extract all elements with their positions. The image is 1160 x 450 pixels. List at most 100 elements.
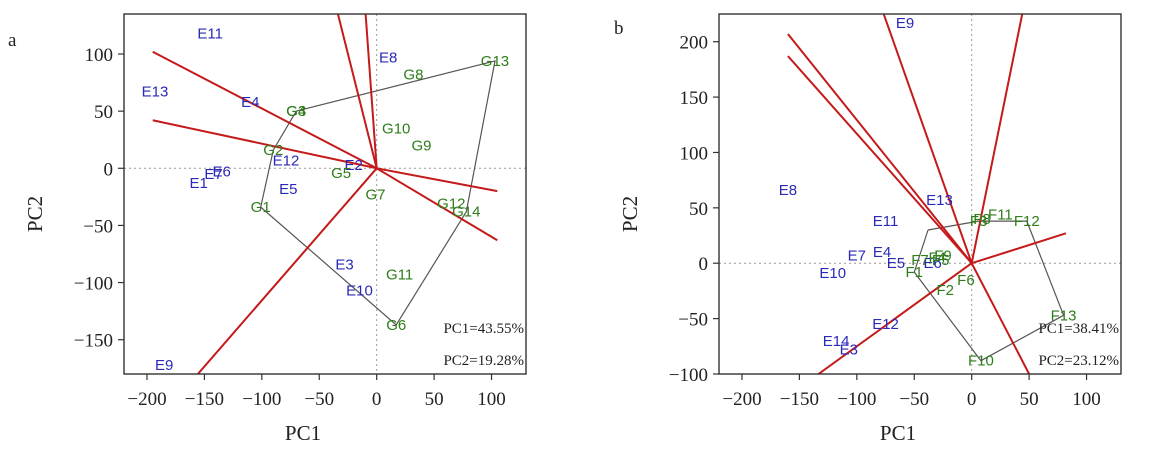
loading-vector	[152, 119, 377, 170]
loading-vector	[196, 167, 378, 374]
point-label: G10	[382, 120, 410, 137]
variance-stat: PC1=38.41%	[1038, 321, 1119, 337]
point-label: E10	[346, 283, 373, 300]
x-tick-label: −150	[780, 389, 819, 410]
y-tick-label: 150	[680, 88, 709, 109]
y-tick-label: −50	[83, 216, 113, 237]
point-label: G12	[437, 196, 465, 213]
point-label: E5	[279, 181, 297, 198]
point-label: E8	[379, 49, 397, 66]
point-label: G11	[386, 267, 413, 284]
point-label: E12	[273, 152, 300, 169]
x-tick-label: 100	[1072, 389, 1101, 410]
x-tick-label: −50	[304, 389, 334, 410]
panel-letter: b	[614, 18, 624, 39]
point-label: G14	[452, 204, 480, 221]
point-label: G1	[251, 199, 271, 216]
point-label: G8	[403, 67, 423, 84]
x-tick-label: −100	[242, 389, 281, 410]
x-axis-label: PC1	[285, 421, 321, 445]
point-label: F12	[1014, 213, 1040, 230]
point-label: G4	[286, 103, 306, 120]
loading-vector	[376, 167, 498, 242]
loading-vector	[787, 55, 973, 264]
point-label: G3	[286, 103, 306, 120]
y-axis-label: PC2	[618, 196, 642, 232]
point-label: E7	[848, 247, 866, 264]
point-label: G6	[386, 317, 406, 334]
y-tick-label: −100	[669, 365, 708, 386]
point-label: F4	[928, 250, 946, 267]
point-label: E6	[923, 255, 941, 272]
point-label: E6	[212, 164, 230, 181]
point-label: E13	[926, 192, 953, 209]
point-label: G13	[481, 53, 509, 70]
x-tick-label: −200	[722, 389, 761, 410]
point-label: E4	[241, 94, 259, 111]
loading-vector	[971, 232, 1067, 265]
y-tick-label: −50	[678, 310, 708, 331]
y-tick-label: 0	[699, 254, 709, 275]
x-tick-label: −200	[127, 389, 166, 410]
point-label: E1	[189, 175, 207, 192]
y-tick-label: 100	[680, 143, 709, 164]
point-label: G7	[366, 187, 386, 204]
point-label: F5	[932, 252, 950, 269]
point-label: E2	[345, 157, 363, 174]
point-label: E9	[896, 15, 914, 32]
point-label: G9	[411, 137, 431, 154]
point-label: E3	[335, 256, 353, 273]
x-axis-label: PC1	[880, 421, 916, 445]
point-label: F1	[905, 264, 923, 281]
loading-vector	[882, 14, 973, 264]
x-tick-label: 0	[967, 389, 977, 410]
point-label: F11	[988, 206, 1013, 223]
variance-stat: PC2=23.12%	[1038, 353, 1119, 369]
point-label: F9	[934, 247, 952, 264]
y-tick-label: 100	[85, 45, 114, 66]
point-label: E11	[873, 213, 899, 230]
loading-vector	[970, 14, 1024, 264]
point-label: G2	[263, 142, 283, 159]
point-label: E4	[873, 244, 891, 261]
point-label: E9	[155, 357, 173, 374]
loading-vector	[970, 262, 1031, 374]
point-label: F10	[968, 353, 994, 370]
loading-vector	[152, 50, 378, 170]
point-label: E8	[779, 182, 797, 199]
point-label: F3	[970, 213, 988, 230]
y-tick-label: 50	[689, 199, 708, 220]
point-label: E14	[823, 333, 850, 350]
x-tick-label: 100	[477, 389, 506, 410]
point-label: E5	[887, 255, 905, 272]
point-label: E3	[840, 342, 858, 359]
y-axis-label: PC2	[23, 196, 47, 232]
y-tick-label: 0	[104, 159, 114, 180]
loading-vector	[376, 167, 498, 193]
loading-vector	[364, 14, 378, 169]
point-label: E10	[819, 265, 846, 282]
y-tick-label: 200	[680, 33, 709, 54]
point-label: F2	[937, 282, 955, 299]
point-label: F8	[973, 211, 991, 228]
y-tick-label: −100	[74, 274, 113, 295]
panel-letter: a	[8, 30, 17, 51]
x-tick-label: −50	[899, 389, 929, 410]
group-hull	[913, 220, 1065, 362]
variance-stat: PC1=43.55%	[443, 321, 524, 337]
loading-vector	[816, 262, 973, 374]
point-label: F13	[1051, 307, 1077, 324]
y-tick-label: −150	[74, 331, 113, 352]
plot-frame	[718, 13, 1122, 375]
group-hull	[260, 60, 496, 326]
point-label: G5	[331, 165, 351, 182]
point-label: E12	[872, 316, 899, 333]
plot-frame	[123, 13, 527, 375]
point-label: F7	[911, 252, 929, 269]
x-tick-label: 50	[1020, 389, 1039, 410]
